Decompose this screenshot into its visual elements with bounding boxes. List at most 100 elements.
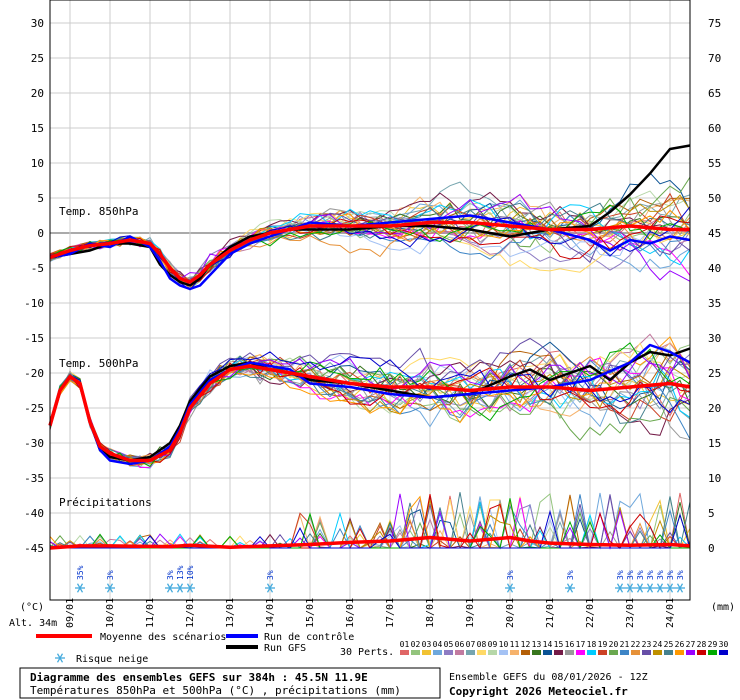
x-tick-label: 15/01: [305, 598, 316, 628]
pert-swatch: [620, 650, 629, 655]
snow-risk-pct: 3%: [676, 570, 685, 580]
y-right-tick-label: 60: [708, 122, 721, 135]
x-tick-label: 11/01: [145, 598, 156, 628]
legend-mean-label: Moyenne des scénarios: [100, 631, 226, 643]
pert-number: 07: [466, 640, 476, 649]
x-tick-label: 21/01: [545, 598, 556, 628]
pert-swatch: [664, 650, 673, 655]
legend-gfs-label: Run GFS: [264, 643, 306, 654]
x-tick-label: 24/01: [665, 598, 676, 628]
snowflake-icon: [615, 583, 625, 593]
pert-number: 20: [609, 640, 619, 649]
y-left-tick-label: -40: [24, 507, 44, 520]
pert-number: 11: [510, 640, 520, 649]
pert-swatch: [422, 650, 431, 655]
pert-swatch: [477, 650, 486, 655]
x-tick-label: 14/01: [265, 598, 276, 628]
plot-frame: [49, 0, 691, 601]
legend-control-label: Run de contrôle: [264, 631, 354, 643]
pert-swatch: [576, 650, 585, 655]
chart-title: Diagramme des ensembles GEFS sur 384h : …: [30, 671, 368, 684]
pert-swatch: [543, 650, 552, 655]
pert-number: 22: [631, 640, 641, 649]
pert-swatch: [532, 650, 541, 655]
altitude-label: Alt. 34m: [9, 618, 57, 629]
pert-number: 16: [565, 640, 575, 649]
x-tick-label: 09/01: [65, 598, 76, 628]
y-right-tick-label: 0: [708, 542, 715, 555]
pert-swatch: [455, 650, 464, 655]
precip-panel-label: Précipitations: [59, 496, 152, 509]
y-right-tick-label: 75: [708, 17, 721, 30]
pert-number: 05: [444, 640, 454, 649]
pert-number: 14: [543, 640, 553, 649]
x-tick-label: 18/01: [425, 598, 436, 628]
ensemble-precip-line: [50, 509, 691, 549]
pert-swatch: [499, 650, 508, 655]
ensemble-t500-line: [49, 336, 691, 465]
x-tick-label: 10/01: [105, 598, 116, 628]
snowflake-icon: [665, 583, 675, 593]
y-left-tick-label: 5: [37, 192, 44, 205]
y-left-tick-label: -25: [24, 402, 44, 415]
snow-risk-pct: 3%: [636, 570, 645, 580]
y-left-tick-label: -5: [31, 262, 44, 275]
pert-swatch: [411, 650, 420, 655]
x-tick-label: 17/01: [385, 598, 396, 628]
mean-precip-line: [49, 535, 691, 550]
y-right-tick-label: 50: [708, 192, 721, 205]
pert-swatch: [554, 650, 563, 655]
y-left-tick-label: 10: [31, 157, 44, 170]
x-tick-label: 20/01: [505, 598, 516, 628]
copyright: Copyright 2026 Meteociel.fr: [449, 685, 628, 698]
snowflake-icon: [645, 583, 655, 593]
legend-snow-label: Risque neige: [76, 654, 148, 665]
snow-risk-pct: 35%: [76, 565, 85, 580]
legend-perts-label: 30 Perts.: [340, 647, 394, 658]
y-right-tick-label: 10: [708, 472, 721, 485]
ensemble-t850-line: [49, 198, 691, 287]
run-info: Ensemble GEFS du 08/01/2026 - 12Z: [449, 672, 648, 683]
chart-subtitle: Températures 850hPa et 500hPa (°C) , pré…: [30, 684, 401, 697]
y-left-tick-label: -35: [24, 472, 44, 485]
pert-swatch: [433, 650, 442, 655]
snowflake-icon: [75, 583, 85, 593]
snowflake-icon: [265, 583, 275, 593]
snowflake-icon: [185, 583, 195, 593]
snowflake-icon: [105, 583, 115, 593]
ensemble-t500-line: [49, 362, 691, 465]
snow-risk-pct: 3%: [566, 570, 575, 580]
snow-risk-pct: 3%: [106, 570, 115, 580]
y-right-tick-label: 5: [708, 507, 715, 520]
snowflake-icon: [675, 583, 685, 593]
y-right-tick-label: 70: [708, 52, 721, 65]
snowflake-icon: [635, 583, 645, 593]
y-left-tick-label: 0: [37, 227, 44, 240]
y-left-tick-label: -15: [24, 332, 44, 345]
snow-risk-pct: 3%: [626, 570, 635, 580]
ensemble-t500-line: [49, 359, 691, 464]
footer-box: [19, 667, 441, 699]
t500-panel-label: Temp. 500hPa: [59, 357, 138, 370]
pert-swatch: [686, 650, 695, 655]
pert-number: 08: [477, 640, 487, 649]
y-right-tick-label: 45: [708, 227, 721, 240]
y-left-tick-label: 25: [31, 52, 44, 65]
y-left-tick-label: -20: [24, 367, 44, 380]
x-tick-label: 16/01: [345, 598, 356, 628]
y-left-tick-label: 15: [31, 122, 44, 135]
pert-number: 24: [653, 640, 663, 649]
y-right-tick-label: 15: [708, 437, 721, 450]
snowflake-icon: [505, 583, 515, 593]
pert-swatch: [444, 650, 453, 655]
snow-risk-pct: 3%: [616, 570, 625, 580]
mean-t850-line: [49, 220, 690, 284]
x-tick-label: 12/01: [185, 598, 196, 628]
pert-swatch: [653, 650, 662, 655]
snow-risk-pct: 3%: [666, 570, 675, 580]
pert-swatch: [631, 650, 640, 655]
pert-swatch: [675, 650, 684, 655]
pert-swatch: [510, 650, 519, 655]
pert-swatch: [708, 650, 717, 655]
